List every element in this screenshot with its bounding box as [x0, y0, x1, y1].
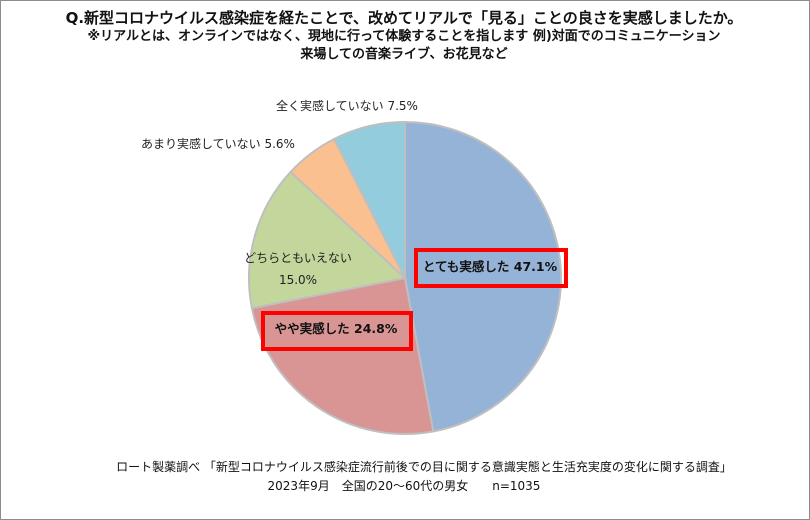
- chart-note-continued: 来場しての音楽ライブ、お花見など: [300, 47, 508, 62]
- pie-slice-5: [332, 120, 406, 279]
- pie-slice-2: [250, 276, 435, 435]
- highlight-box-1: [414, 248, 568, 288]
- pie-slice-1: [404, 120, 562, 433]
- slice-label-4: あまり実感していない 5.6%: [141, 136, 295, 151]
- source-note: ロート製薬調べ 「新型コロナウイルス感染症流行前後での目に関する意識実態と生活充…: [116, 460, 732, 474]
- pie-slices: [248, 120, 562, 435]
- survey-meta: 2023年9月 全国の20～60代の男女 n=1035: [267, 479, 541, 493]
- slice-label-1: とても実感した 47.1%: [423, 259, 558, 274]
- highlight-box-2: [261, 311, 413, 351]
- slice-label-3: どちらともいえない 15.0%: [244, 251, 352, 287]
- slice-label-5: 全く実感していない 7.5%: [276, 98, 418, 113]
- chart-title-block: Q.新型コロナウイルス感染症を経たことで、改めてリアルで「見る」ことの良さを実感…: [0, 8, 808, 64]
- chart-title: Q.新型コロナウイルス感染症を経たことで、改めてリアルで「見る」ことの良さを実感…: [65, 9, 743, 27]
- pie-slice-3: [248, 170, 408, 310]
- slice-label-2: やや実感した 24.8%: [275, 321, 398, 336]
- chart-note: ※リアルとは、オンラインではなく、現地に行って体験することを指します 例)対面で…: [87, 29, 721, 44]
- pie-labels: とても実感した 47.1% やや実感した 24.8% どちらともいえない 15.0% あ…: [141, 98, 568, 351]
